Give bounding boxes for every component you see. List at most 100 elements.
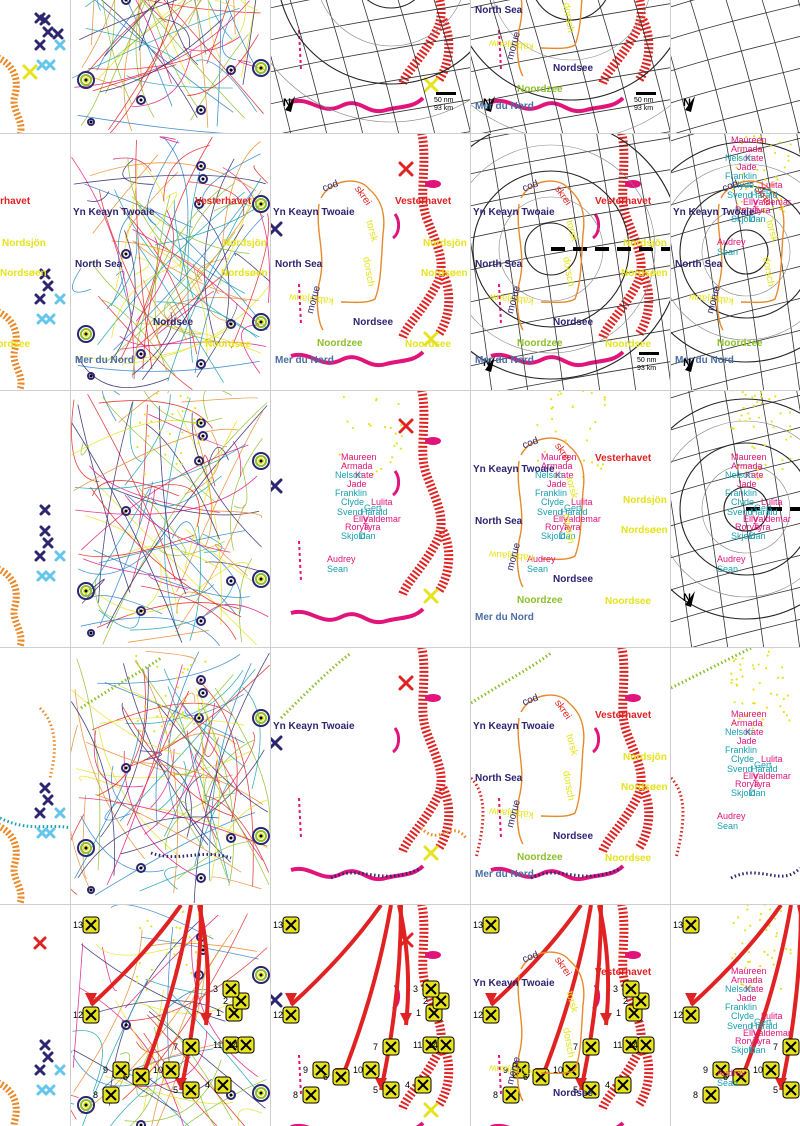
cod-label-skjold: Skjold (731, 214, 756, 224)
cod-label-clyde: Clyde (731, 497, 755, 507)
sea-name-dutch: Noordzee (517, 338, 563, 349)
sea-name-norwegian: Vesterhavet (595, 967, 652, 978)
scale-bar-nm: 50 nm (434, 97, 454, 104)
sea-name-english: North Sea (475, 773, 523, 784)
release-site-number: 14 (428, 1040, 439, 1050)
panel-divider (0, 133, 800, 134)
cod-label-lulita: Lulita (761, 180, 783, 190)
cod-label-rorya: Rorya (735, 205, 760, 215)
release-site-number: 8 (93, 1090, 99, 1100)
cod-label-tyra: Tyra (363, 522, 381, 532)
cod-label-skjold: Skjold (731, 1045, 756, 1055)
sea-name-swedish: Nordsjön (623, 238, 667, 249)
sea-name-swedish: Nordsjön (423, 238, 467, 249)
cod-label-nelson: Nelson (725, 984, 754, 994)
release-site-number: 13 (473, 920, 484, 930)
cod-label-elly: Elly (743, 514, 758, 524)
cod-label-rorya: Rorya (345, 522, 370, 532)
release-site-number: 14 (228, 1040, 239, 1050)
map-panel-r5-c1 (0, 905, 70, 1126)
sea-name-danish: Nordsøen (621, 782, 668, 793)
release-site-number: 13 (273, 920, 284, 930)
cod-label-clyde: Clyde (731, 180, 755, 190)
release-site-number: 11 (213, 1040, 223, 1050)
map-panel-r5-c4: 1 2 3 4 5 6 7 8 9 10 11 12 13 14 Vesterhavet Yn Keayn T… (471, 905, 670, 1126)
cod-label-dan: Dan (749, 531, 766, 541)
cod-label-jade: Jade (347, 479, 367, 489)
map-panel-r1-c1 (0, 0, 70, 133)
cod-label-harald: Harald (751, 764, 778, 774)
map-drawing (0, 268, 66, 390)
cod-label-valdemar: Valdemar (753, 197, 791, 207)
sea-name-german: Nordsee (153, 317, 194, 328)
sea-name-danish: Nordsøen (221, 268, 268, 279)
sea-name-norwegian: Vesterhavet (395, 196, 452, 207)
release-site-number: 7 (773, 1042, 779, 1052)
map-panel-r4-c3: Yn Keayn Twoaie (271, 648, 470, 904)
cod-label-rorya: Rorya (735, 522, 760, 532)
map-panel-r2-c1: VesterhavetNordsjönNordsøenNorth SeaNoor… (0, 134, 70, 390)
map-panel-r2-c2: Vesterhavet Yn Keayn Twoaie Nordsjön Nordsø… (71, 134, 270, 390)
release-site-number: 11 (613, 1040, 623, 1050)
map-drawing (682, 905, 800, 1104)
sea-name-french: Mer du Nord (475, 869, 534, 880)
map-drawing (671, 134, 800, 390)
cod-label-franklin: Franklin (535, 488, 568, 498)
cod-label-gert: Gert (754, 760, 772, 770)
sea-name-german: Nordsee (553, 574, 594, 585)
cod-label-jade: Jade (547, 479, 567, 489)
map-panel-r5-c3: 1 2 3 4 5 6 7 8 9 10 11 12 13 14 (271, 905, 470, 1126)
sea-name-swedish: Nordsjön (2, 238, 46, 249)
map-drawing (671, 391, 800, 647)
release-site-number: 8 (493, 1090, 499, 1100)
release-site-number: 2 (223, 996, 229, 1006)
release-site-number: 3 (613, 984, 619, 994)
release-site-number: 10 (153, 1065, 164, 1075)
map-drawing (482, 905, 655, 1126)
sea-name-english: North Sea (475, 5, 523, 16)
release-site-number: 8 (293, 1090, 299, 1100)
sea-name-french: Mer du Nord (75, 355, 134, 366)
cod-label-kate: Kate (745, 727, 764, 737)
cod-label-lulita: Lulita (761, 754, 783, 764)
cod-label-audrey: Audrey (717, 554, 746, 564)
cod-label-nelson: Nelson (535, 470, 564, 480)
release-site-number: 9 (703, 1065, 709, 1075)
cod-label-gert: Gert (754, 503, 772, 513)
sea-name-norwegian: Vesterhavet (195, 196, 252, 207)
map-panel-r3-c1 (0, 391, 70, 647)
cod-label-maureen: Maureen (731, 966, 767, 976)
map-panel-r3-c4: Maureen Armada Kate Nelson Jade Franklin Clyde… (471, 391, 670, 647)
cod-label-lulita: Lulita (761, 1011, 783, 1021)
map-drawing (271, 134, 454, 368)
cod-label-valdemar: Valdemar (753, 771, 791, 781)
release-site-number: 6 (723, 1072, 729, 1082)
map-panel-r2-c5: Maureen Armada Kate Nelson Jade Franklin Clyde… (671, 134, 800, 390)
release-site-number: 5 (373, 1085, 379, 1095)
sea-name-german: Nordsee (553, 831, 594, 842)
cod-label-rorya: Rorya (545, 522, 570, 532)
cod-label-kate: Kate (355, 470, 374, 480)
cod-label-nelson: Nelson (725, 727, 754, 737)
map-drawing (471, 648, 654, 882)
release-site-number: 6 (123, 1072, 129, 1082)
cod-label-nelson: Nelson (725, 153, 754, 163)
cod-label-skjold: Skjold (731, 531, 756, 541)
cod-label-dan: Dan (559, 531, 576, 541)
release-site-number: 9 (303, 1065, 309, 1075)
release-site-number: 12 (673, 1010, 684, 1020)
release-site-number: 9 (103, 1065, 109, 1075)
cod-label-valdemar: Valdemar (363, 514, 401, 524)
panel-divider (0, 390, 800, 391)
map-drawing (271, 905, 455, 1126)
cod-label-tyra: Tyra (753, 522, 771, 532)
map-panel-r4-c2 (71, 648, 270, 904)
north-arrow-label: N (683, 592, 691, 604)
cod-label-franklin: Franklin (335, 488, 368, 498)
sea-name-french: Mer du Nord (475, 355, 534, 366)
cod-label-sean: Sean (717, 564, 739, 574)
sea-name-manx: Yn Keayn Twoaie (473, 721, 555, 732)
map-panel-r3-c5: Maureen Armada Kate Nelson Jade Franklin Clyde… (671, 391, 800, 647)
sea-name-norwegian: Vesterhavet (595, 196, 652, 207)
release-site-number: 5 (773, 1085, 779, 1095)
